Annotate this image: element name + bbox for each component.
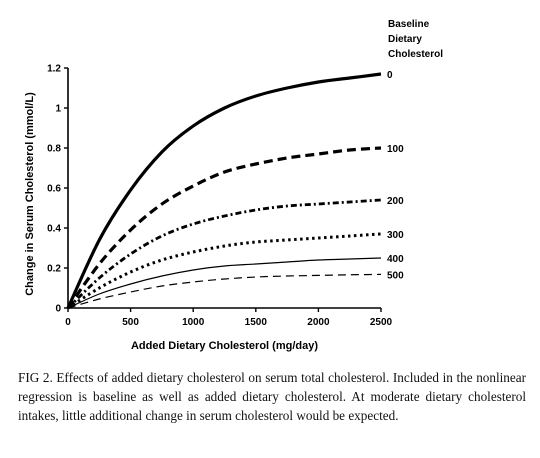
x-tick-label: 0 — [65, 317, 71, 328]
x-tick-label: 1500 — [245, 317, 268, 328]
legend-title-line: Cholesterol — [388, 49, 443, 60]
y-tick-label: 0 — [55, 304, 61, 315]
series-label-100: 100 — [387, 144, 404, 155]
series-label-200: 200 — [387, 196, 404, 207]
chart-axes: 0 0.2 0.4 0.6 0.8 1 1.2 0 500 1000 1500 2000 2500 — [47, 64, 392, 329]
series-label-300: 300 — [387, 230, 404, 241]
x-tick-label: 1000 — [182, 317, 205, 328]
y-tick-label: 0.6 — [47, 184, 61, 195]
x-axis-title: Added Dietary Cholesterol (mg/day) — [131, 340, 318, 352]
x-tick-label: 500 — [122, 317, 139, 328]
figure-caption: FIG 2. Effects of added dietary choleste… — [18, 370, 526, 423]
y-tick-label: 1.2 — [47, 64, 61, 75]
series-line-400 — [67, 257, 382, 309]
y-tick-label: 0.2 — [47, 264, 61, 275]
series-line-500 — [67, 273, 382, 309]
legend-title-line: Baseline — [388, 19, 430, 30]
y-tick-label: 0.4 — [47, 224, 61, 235]
series-label-400: 400 — [387, 254, 404, 265]
series-line-100 — [66, 146, 382, 309]
series-label-0: 0 — [387, 70, 393, 81]
y-tick-label: 0.8 — [47, 144, 61, 155]
chart-labels-group: Added Dietary Cholesterol (mg/day) Change… — [24, 19, 443, 352]
series-line-300 — [67, 232, 382, 310]
y-tick-label: 1 — [55, 104, 61, 115]
series-line-0 — [66, 72, 382, 309]
chart-series-group — [66, 72, 382, 310]
x-tick-label: 2000 — [307, 317, 330, 328]
legend-title-line: Dietary — [388, 34, 422, 45]
series-label-500: 500 — [387, 270, 404, 281]
y-axis-title: Change in Serum Cholesterol (mmol/L) — [24, 92, 36, 296]
x-tick-label: 2500 — [370, 317, 393, 328]
series-line-200 — [67, 198, 382, 310]
